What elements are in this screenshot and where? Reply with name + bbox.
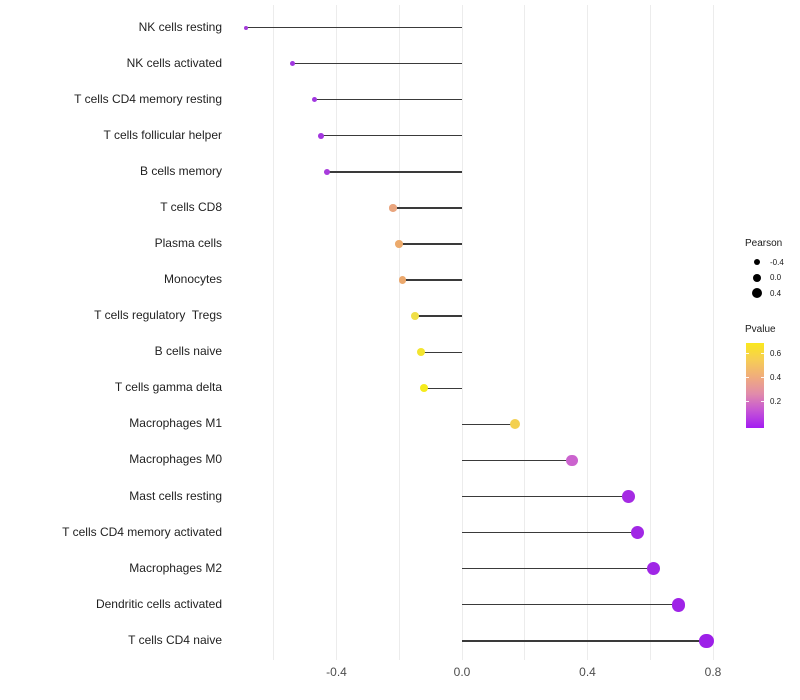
lollipop-stem bbox=[327, 171, 462, 173]
gridline bbox=[273, 5, 275, 660]
lollipop-stem bbox=[292, 62, 462, 65]
colorbar-tick-mark bbox=[746, 377, 749, 378]
category-label: Macrophages M0 bbox=[129, 452, 222, 467]
size-legend-dot bbox=[753, 258, 761, 266]
lollipop-stem bbox=[462, 531, 638, 534]
lollipop-dot bbox=[389, 204, 397, 212]
category-label: B cells memory bbox=[139, 163, 222, 178]
lollipop-stem bbox=[392, 207, 462, 209]
size-legend-label: 0.4 bbox=[770, 288, 782, 298]
lollipop-dot bbox=[671, 597, 686, 612]
size-legend-dot bbox=[752, 273, 762, 282]
colorbar-tick-label: 0.2 bbox=[770, 396, 782, 406]
lollipop-stem bbox=[462, 604, 679, 606]
lollipop-stem bbox=[462, 640, 707, 642]
colorbar-tick-label: 0.6 bbox=[770, 348, 782, 358]
category-label: Macrophages M1 bbox=[129, 416, 222, 431]
gridline bbox=[461, 5, 463, 660]
lollipop-dot bbox=[243, 25, 248, 30]
category-label: T cells gamma delta bbox=[114, 380, 222, 395]
lollipop-dot bbox=[566, 454, 578, 467]
category-label: T cells CD4 memory resting bbox=[74, 91, 222, 106]
lollipop-stem bbox=[314, 98, 462, 101]
category-label: T cells follicular helper bbox=[103, 127, 223, 142]
gridline bbox=[398, 5, 400, 660]
size-legend-dot bbox=[752, 288, 762, 299]
lollipop-dot bbox=[311, 96, 318, 103]
category-label: NK cells resting bbox=[138, 19, 222, 34]
lollipop-dot bbox=[317, 132, 324, 139]
colorbar-tick-mark bbox=[761, 401, 764, 402]
colorbar-tick-mark bbox=[761, 353, 764, 354]
category-label: Plasma cells bbox=[154, 235, 222, 250]
category-label: Dendritic cells activated bbox=[95, 596, 222, 611]
category-label: T cells CD8 bbox=[160, 199, 222, 214]
gridline bbox=[712, 5, 714, 660]
gridline bbox=[649, 5, 651, 660]
lollipop-stem bbox=[462, 459, 572, 462]
lollipop-dot bbox=[410, 312, 419, 321]
lollipop-dot bbox=[631, 526, 645, 540]
colorbar-tick-mark bbox=[761, 377, 764, 378]
lollipop-dot bbox=[398, 276, 407, 284]
size-legend-label: 0.0 bbox=[770, 273, 782, 283]
lollipop-dot bbox=[646, 562, 661, 576]
x-tick-label: 0.8 bbox=[704, 665, 722, 679]
category-label: NK cells activated bbox=[126, 55, 222, 70]
gridline bbox=[524, 5, 526, 660]
size-legend-title: Pearson bbox=[745, 238, 783, 249]
pvalue-colorbar bbox=[746, 343, 764, 428]
lollipop-dot bbox=[395, 240, 403, 248]
category-label: B cells naive bbox=[154, 344, 222, 359]
gridline bbox=[587, 5, 588, 660]
colorbar-tick-mark bbox=[746, 401, 749, 402]
category-label: Macrophages M2 bbox=[129, 560, 222, 575]
x-tick-label: -0.4 bbox=[326, 665, 347, 679]
category-label: T cells regulatory Tregs bbox=[94, 308, 222, 323]
lollipop-dot bbox=[417, 348, 426, 357]
lollipop-stem bbox=[462, 423, 516, 426]
lollipop-dot bbox=[420, 384, 429, 393]
lollipop-dot bbox=[290, 61, 296, 67]
lollipop-stem bbox=[414, 315, 462, 317]
category-label: T cells CD4 naive bbox=[128, 632, 222, 647]
category-label: Monocytes bbox=[163, 272, 222, 287]
lollipop-stem bbox=[462, 495, 629, 498]
lollipop-stem bbox=[424, 387, 462, 389]
x-tick-label: 0.4 bbox=[579, 665, 596, 679]
lollipop-dot bbox=[621, 490, 635, 503]
lollipop-stem bbox=[320, 135, 462, 137]
gridline bbox=[336, 5, 337, 660]
lollipop-dot bbox=[510, 419, 521, 430]
colorbar-tick-label: 0.4 bbox=[770, 372, 782, 382]
category-label: Mast cells resting bbox=[129, 488, 222, 503]
color-legend-title: Pvalue bbox=[745, 324, 776, 335]
x-tick-label: 0.0 bbox=[453, 665, 471, 679]
lollipop-stem bbox=[399, 243, 462, 245]
lollipop-dot bbox=[699, 633, 715, 649]
lollipop-stem bbox=[245, 26, 462, 29]
lollipop-dot bbox=[324, 168, 330, 175]
category-label: T cells CD4 memory activated bbox=[62, 524, 222, 539]
lollipop-stem bbox=[402, 279, 462, 281]
colorbar-tick-mark bbox=[746, 353, 749, 354]
lollipop-stem bbox=[421, 351, 462, 353]
lollipop-stem bbox=[462, 568, 654, 570]
size-legend-label: -0.4 bbox=[770, 257, 784, 267]
